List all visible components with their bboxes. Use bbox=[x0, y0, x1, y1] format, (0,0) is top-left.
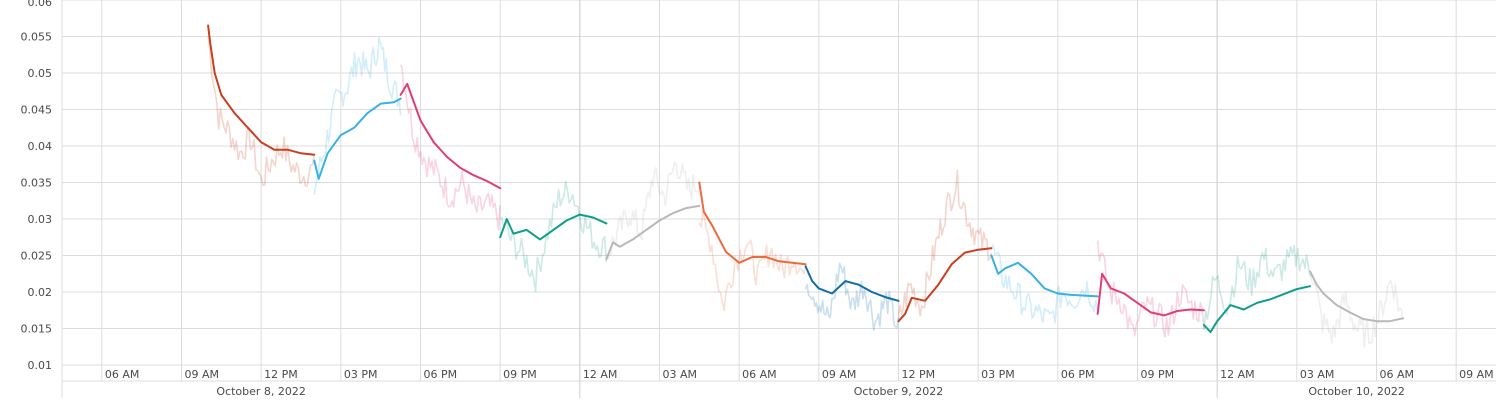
series-line bbox=[990, 254, 1099, 298]
y-tick-label: 0.055 bbox=[21, 31, 53, 44]
x-tick-label: 12 AM bbox=[583, 368, 618, 381]
x-tick-label: 12 AM bbox=[1220, 368, 1255, 381]
y-tick-label: 0.035 bbox=[21, 177, 53, 190]
day-label: October 8, 2022 bbox=[216, 385, 306, 398]
series-line bbox=[605, 204, 701, 261]
x-tick-label: 06 AM bbox=[105, 368, 140, 381]
series-line bbox=[313, 97, 402, 180]
x-tick-label: 09 PM bbox=[503, 368, 537, 381]
x-tick-label: 12 PM bbox=[264, 368, 298, 381]
y-tick-label: 0.045 bbox=[21, 104, 53, 117]
raw-series-trace bbox=[605, 161, 701, 260]
raw-series-trace bbox=[399, 64, 501, 231]
series-line bbox=[804, 265, 900, 302]
series-line bbox=[399, 82, 502, 190]
series-line bbox=[499, 213, 608, 241]
raw-series-trace bbox=[897, 169, 993, 317]
x-tick-label: 06 AM bbox=[1380, 368, 1415, 381]
series-line bbox=[897, 247, 993, 323]
smoothed-series-layer bbox=[207, 24, 1405, 334]
axes: 0.01 0.015 0.02 0.025 0.03 0.035 0.04 0.045 0.05… bbox=[21, 0, 1494, 398]
raw-series-trace bbox=[1096, 240, 1205, 338]
x-tick-label: 03 PM bbox=[344, 368, 378, 381]
raw-series-trace bbox=[990, 244, 1099, 324]
series-line bbox=[207, 24, 316, 156]
y-tick-label: 0.02 bbox=[28, 286, 53, 299]
raw-series-trace bbox=[1309, 272, 1404, 348]
series-line bbox=[1202, 285, 1312, 334]
y-tick-label: 0.06 bbox=[28, 0, 53, 9]
raw-series-trace bbox=[698, 210, 807, 312]
y-tick-label: 0.04 bbox=[28, 140, 53, 153]
x-tick-label: 09 AM bbox=[822, 368, 857, 381]
raw-series-trace bbox=[1203, 244, 1311, 330]
series-line bbox=[1309, 270, 1405, 323]
x-tick-label: 03 PM bbox=[981, 368, 1015, 381]
raw-series-trace bbox=[500, 180, 608, 293]
y-tick-label: 0.03 bbox=[28, 213, 53, 226]
y-tick-label: 0.01 bbox=[28, 359, 53, 372]
x-tick-label: 06 PM bbox=[424, 368, 458, 381]
y-tick-label: 0.025 bbox=[21, 250, 53, 263]
x-tick-label: 03 AM bbox=[1300, 368, 1335, 381]
day-label: October 9, 2022 bbox=[854, 385, 944, 398]
series-line bbox=[1096, 272, 1205, 317]
x-tick-label: 09 PM bbox=[1141, 368, 1175, 381]
x-tick-label: 06 AM bbox=[742, 368, 777, 381]
grid-lines bbox=[61, 0, 1496, 398]
x-tick-label: 09 AM bbox=[185, 368, 220, 381]
series-line bbox=[698, 181, 807, 266]
y-tick-label: 0.05 bbox=[28, 67, 53, 80]
raw-series-trace bbox=[313, 36, 402, 196]
raw-series-trace bbox=[207, 36, 316, 187]
raw-series-layer bbox=[207, 36, 1404, 348]
raw-series-trace bbox=[804, 262, 900, 331]
y-tick-label: 0.015 bbox=[21, 323, 53, 336]
x-tick-label: 06 PM bbox=[1061, 368, 1095, 381]
day-label: October 10, 2022 bbox=[1308, 385, 1405, 398]
x-tick-label: 12 PM bbox=[902, 368, 936, 381]
x-tick-label: 03 AM bbox=[663, 368, 698, 381]
x-tick-label: 09 AM bbox=[1459, 368, 1494, 381]
